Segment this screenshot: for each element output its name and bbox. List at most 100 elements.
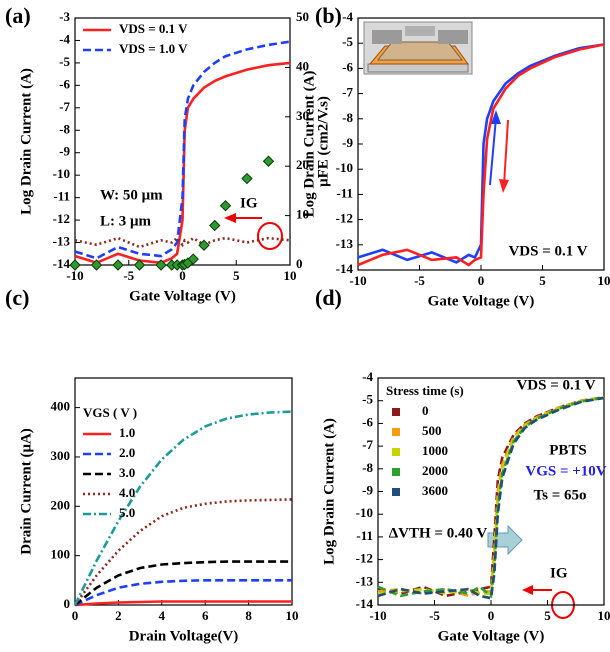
y-tick-label: -5 (362, 392, 373, 407)
panel-label: (c) (5, 285, 29, 310)
y2-tick-label: 30 (296, 108, 309, 123)
legend-marker (392, 408, 400, 416)
x-tick-label: 0 (72, 608, 79, 623)
x-tick-label: -10 (369, 608, 386, 623)
y2-tick-label: 0 (296, 256, 303, 271)
x-axis-label: Gate Voltage (V) (129, 288, 236, 304)
y-tick-label: -7 (342, 85, 353, 100)
y2-tick-label: 20 (296, 157, 309, 172)
x-tick-label: 8 (245, 608, 252, 623)
y-tick-label: -4 (59, 31, 70, 46)
y2-tick-label: 50 (296, 9, 309, 24)
y-tick-label: -13 (356, 573, 374, 588)
legend-marker (392, 428, 400, 436)
y-tick-label: -8 (342, 110, 353, 125)
series-line (74, 236, 291, 249)
y-tick-label: 200 (51, 497, 71, 512)
y-tick-label: -9 (342, 135, 353, 150)
x-axis-label: Gate Voltage (V) (428, 293, 535, 309)
y-tick-label: -14 (336, 261, 354, 276)
y-tick-label: -7 (362, 437, 373, 452)
legend-label: 2.0 (119, 445, 135, 460)
y-tick-label: -14 (53, 256, 71, 271)
data-point (262, 155, 275, 167)
y-tick-label: -13 (336, 236, 354, 251)
y-tick-label: -10 (336, 160, 353, 175)
y-axis-label: Drain Current (μA) (18, 428, 34, 555)
x-tick-label: 2 (115, 608, 122, 623)
y-tick-label: -14 (356, 596, 374, 611)
legend-label: VDS = 1.0 V (119, 41, 188, 56)
x-axis-label: Drain Voltage(V) (129, 628, 239, 644)
series-line (73, 498, 293, 606)
y2-axis-label: μFE (cm2/V.s) (315, 96, 331, 187)
y-tick-label: -9 (59, 144, 70, 159)
series-line (357, 43, 605, 264)
x-tick-label: -5 (414, 273, 425, 288)
annotation: VGS = +10V (525, 463, 606, 479)
x-tick-label: 5 (233, 268, 240, 283)
y-tick-label: -8 (59, 121, 70, 136)
x-tick-label: -5 (429, 608, 440, 623)
legend-title: VGS ( V ) (83, 405, 137, 420)
data-point (90, 259, 103, 271)
y-tick-label: -12 (53, 211, 70, 226)
y-tick-label: -6 (362, 414, 373, 429)
x-tick-label: 10 (598, 608, 610, 623)
legend-label: 1000 (422, 443, 448, 458)
x-tick-label: 4 (159, 608, 166, 623)
y-tick-label: -9 (362, 482, 373, 497)
legend-label: 4.0 (119, 485, 135, 500)
series-line (377, 396, 605, 599)
legend-title: Stress time (s) (386, 383, 464, 398)
data-point (112, 259, 124, 271)
annotation: L: 3 μm (100, 213, 152, 229)
y2-tick-label: 10 (296, 207, 309, 222)
annotation: IG (550, 565, 568, 581)
data-point (219, 200, 232, 212)
y-tick-label: -11 (336, 185, 353, 200)
y-tick-label: -12 (336, 211, 353, 226)
annotation: VDS = 0.1 V (508, 243, 587, 259)
legend-label: 0 (422, 403, 429, 418)
y-tick-label: -3 (59, 9, 70, 24)
y-tick-label: -7 (59, 99, 70, 114)
y-tick-label: -5 (59, 54, 70, 69)
panel-label: (a) (5, 3, 31, 28)
series-line (74, 61, 291, 265)
legend-label: 500 (422, 423, 442, 438)
y-tick-label: -13 (53, 234, 71, 249)
legend-label: 3.0 (119, 465, 135, 480)
x-tick-label: 6 (202, 608, 209, 623)
annotation: ΔVTH = 0.40 V (389, 525, 488, 541)
y-tick-label: -4 (342, 9, 353, 24)
legend-marker (392, 468, 400, 476)
x-tick-label: -10 (66, 268, 83, 283)
data-point (241, 172, 253, 185)
series-line (357, 43, 605, 267)
annotation: IG (240, 195, 258, 211)
data-point (69, 259, 81, 271)
legend-label: VDS = 0.1 V (119, 21, 188, 36)
data-point (155, 259, 167, 271)
y2-tick-label: 40 (296, 58, 309, 73)
plot-frame (74, 377, 293, 606)
device-inset (363, 21, 473, 75)
data-point (198, 239, 210, 251)
data-point (133, 259, 146, 271)
y-tick-label: -6 (59, 76, 70, 91)
series-line (74, 600, 292, 607)
y-tick-label: 300 (51, 448, 71, 463)
legend-marker (392, 488, 400, 496)
x-tick-label: 0 (179, 268, 186, 283)
x-tick-label: 10 (598, 273, 610, 288)
legend-marker (392, 448, 400, 456)
y-tick-label: -8 (362, 460, 373, 475)
x-tick-label: -10 (349, 273, 366, 288)
panel-label: (b) (315, 3, 342, 28)
panel-label: (d) (315, 285, 342, 310)
y-tick-label: -12 (356, 551, 373, 566)
x-tick-label: 0 (478, 273, 485, 288)
y-tick-label: -6 (342, 59, 353, 74)
